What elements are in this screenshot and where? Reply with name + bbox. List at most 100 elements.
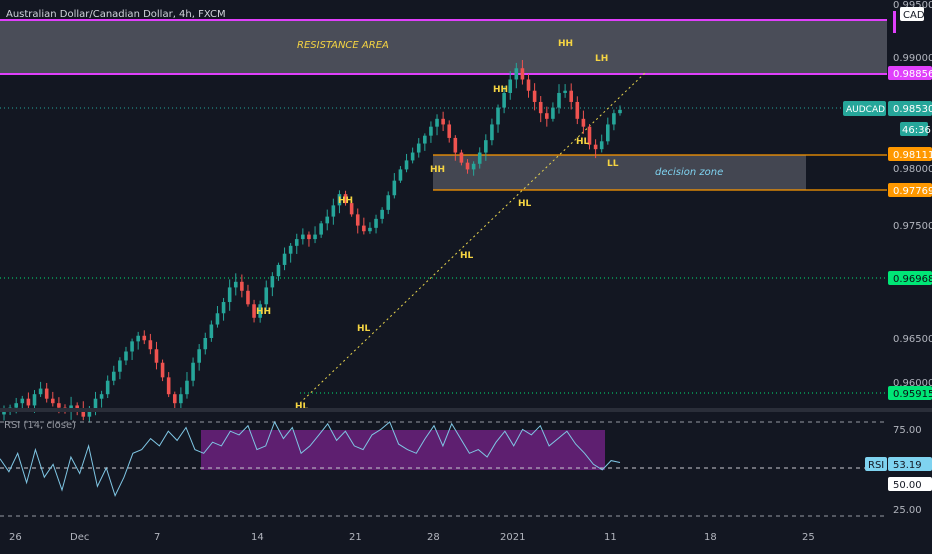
candle-up — [386, 195, 391, 210]
candle-down — [355, 214, 360, 226]
annotation-hl: HL — [576, 137, 590, 147]
resistance-area-zone[interactable] — [0, 20, 887, 74]
candle-up — [136, 335, 140, 342]
candle-up — [2, 411, 6, 415]
candle-up — [105, 380, 110, 395]
candle-up — [301, 234, 305, 240]
annotation-hh: HH — [338, 196, 353, 206]
candle-down — [538, 101, 543, 114]
last-price-tag: 0.98530 — [893, 104, 932, 115]
candle-up — [87, 411, 92, 417]
price-tag-98856-bg — [888, 66, 932, 80]
decision-zone-label: decision zone — [655, 167, 723, 178]
candle-down — [252, 304, 256, 318]
currency-button-marker — [893, 11, 896, 33]
candle-up — [319, 223, 323, 235]
candle-down — [526, 79, 531, 91]
candle-down — [465, 162, 470, 170]
resistance-area-label: RESISTANCE AREA — [297, 40, 389, 51]
rsi-axis[interactable]: 75.00 RSI 53.19 50.00 25.00 — [865, 425, 932, 516]
time-tick: 7 — [154, 532, 160, 543]
symbol-title: Australian Dollar/Canadian Dollar, 4h, F… — [6, 9, 226, 20]
price-axis[interactable]: 0.99500 0.99000 0.98000 0.97500 0.96500 … — [893, 0, 932, 389]
time-tick: 18 — [704, 532, 717, 543]
price-tick: 0.96000 — [893, 378, 932, 389]
price-tags: 0.98856 AUDCAD 0.98530 46:36 0.98111 0.9… — [843, 66, 932, 400]
rsi-title: RSI (14, close) — [4, 420, 76, 431]
rsi-level-50-tag-bg — [888, 477, 932, 491]
candle-up — [612, 113, 616, 125]
annotation-hl: HL — [460, 251, 474, 261]
currency-button[interactable]: CAD — [903, 10, 925, 21]
price-tick: 0.96500 — [893, 334, 932, 345]
candle-up — [325, 216, 330, 224]
candle-down — [545, 113, 549, 119]
annotation-hh: HH — [256, 307, 271, 317]
candle-down — [587, 126, 592, 145]
price-tag-96968-bg — [888, 271, 932, 285]
candle-down — [520, 68, 525, 80]
time-tick: Dec — [70, 532, 89, 543]
rsi-axis-50: 50.00 — [893, 480, 922, 491]
candle-down — [575, 101, 580, 119]
candle-up — [392, 180, 397, 196]
candle-up — [221, 302, 226, 314]
candle-down — [160, 362, 165, 378]
price-tag-98111-bg — [888, 147, 932, 161]
candle-up — [496, 107, 500, 125]
candle-up — [227, 287, 232, 303]
time-tick: 25 — [802, 532, 815, 543]
price-tag-97769-bg — [888, 183, 932, 197]
currency-button-bg[interactable] — [900, 7, 924, 21]
candle-down — [453, 137, 458, 153]
candle-down — [581, 118, 586, 127]
candle-down — [447, 124, 452, 138]
candle-down — [148, 340, 153, 350]
last-price-tag-bg — [888, 101, 932, 116]
candle-up — [197, 349, 201, 363]
candle-up — [111, 371, 116, 381]
candle-up — [294, 239, 299, 246]
candle-down — [75, 405, 79, 410]
rsi-axis-25: 25.00 — [893, 505, 922, 516]
time-tick: 2021 — [500, 532, 525, 543]
annotation-hh: HH — [558, 39, 573, 49]
candle-down — [532, 90, 537, 102]
time-axis[interactable]: 26 Dec 7 14 21 28 2021 11 18 25 — [9, 532, 815, 543]
candle-up — [276, 264, 281, 277]
price-tick: 0.99000 — [893, 53, 932, 64]
rsi-band-highlight[interactable] — [201, 430, 605, 470]
candle-down — [142, 335, 147, 341]
candle-up — [423, 135, 427, 144]
candle-up — [435, 118, 439, 127]
candle-up — [118, 360, 122, 372]
candle-down — [246, 290, 250, 305]
candle-up — [404, 160, 409, 170]
candle-up — [557, 92, 561, 108]
rsi-value-bg — [888, 457, 932, 471]
annotation-hl: HL — [357, 324, 371, 334]
rsi-tag-bg — [865, 457, 887, 471]
candle-down — [166, 377, 171, 395]
candle-up — [416, 143, 421, 153]
decision-zone[interactable] — [433, 155, 806, 190]
candle-up — [313, 234, 317, 240]
candle-down — [349, 203, 354, 215]
candle-up — [380, 209, 384, 219]
candle-up — [93, 398, 98, 412]
candle-down — [593, 144, 598, 150]
time-tick: 21 — [349, 532, 362, 543]
candle-up — [20, 398, 25, 404]
candle-down — [343, 194, 348, 204]
candle-up — [599, 141, 604, 150]
candle-up — [38, 388, 43, 395]
candle-up — [264, 287, 269, 305]
candle-down — [307, 234, 311, 240]
candle-up — [477, 152, 482, 164]
price-tag-96968: 0.96968 — [893, 274, 932, 285]
annotation-hh: HH — [430, 165, 445, 175]
candle-up — [191, 362, 195, 381]
annotation-hl: HL — [295, 402, 309, 412]
